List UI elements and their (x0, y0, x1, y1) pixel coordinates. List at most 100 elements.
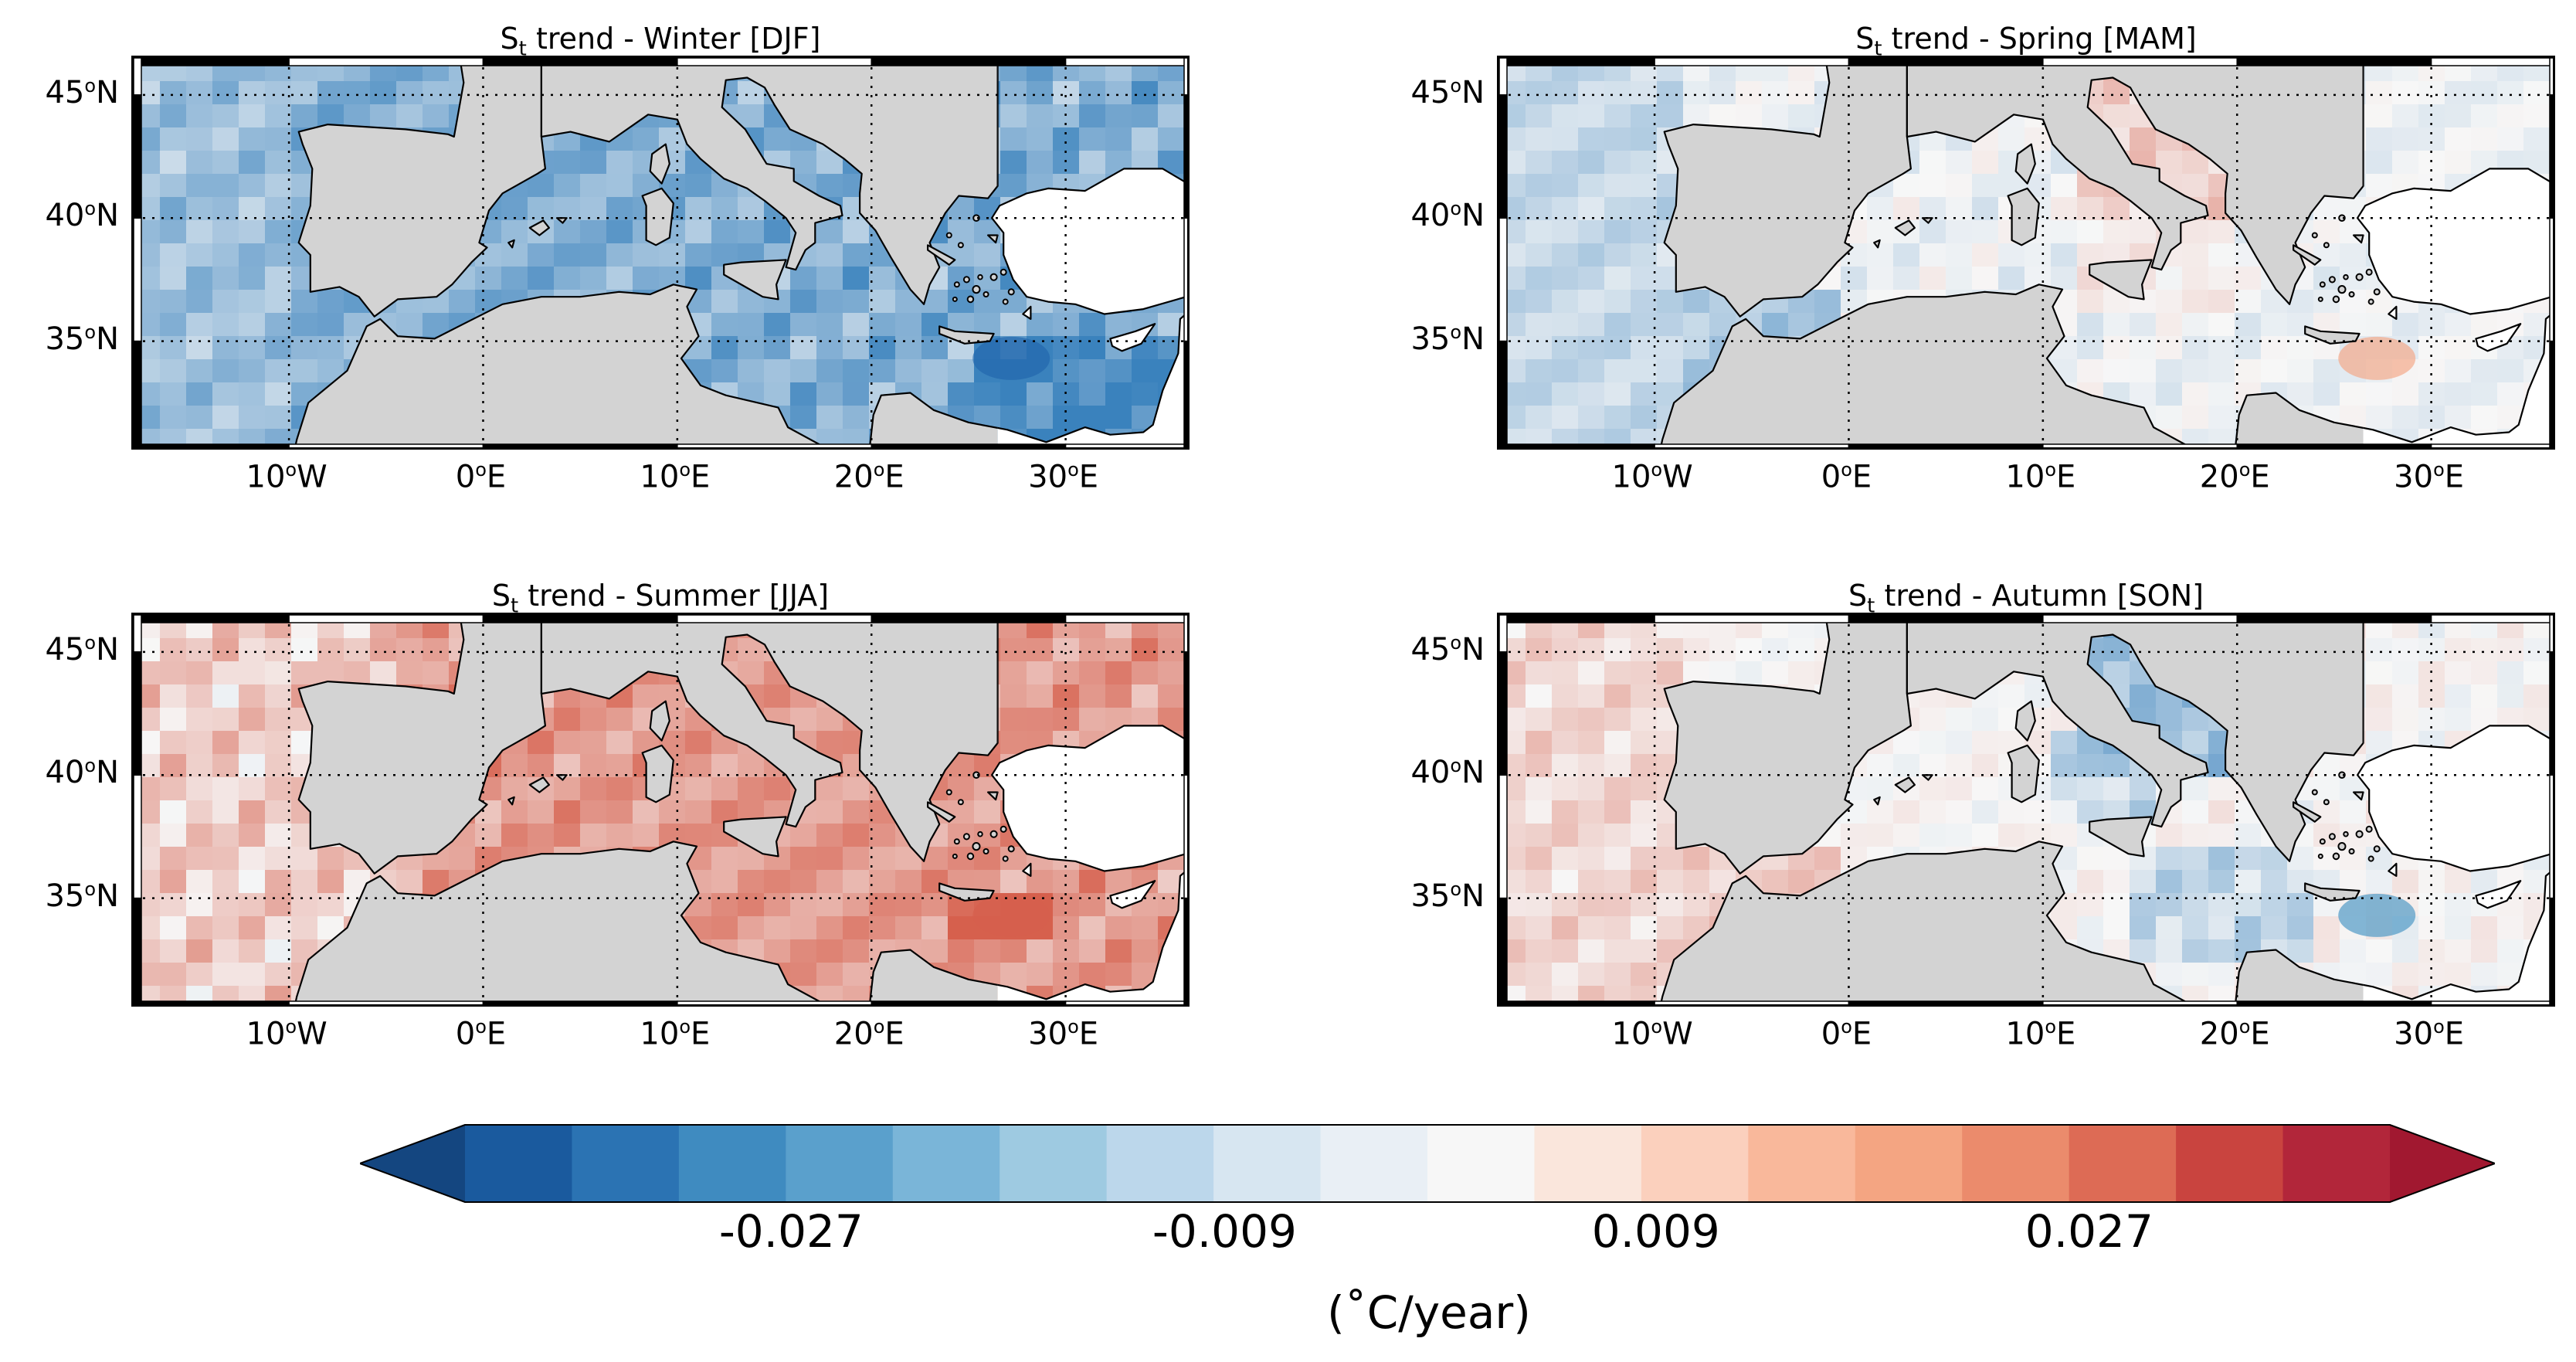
field-cell (344, 638, 371, 662)
field-cell (554, 800, 581, 824)
field-cell (1552, 220, 1579, 244)
field-cell (317, 290, 344, 314)
field-cell (1631, 754, 1658, 778)
field-cell (2208, 382, 2235, 406)
field-cell (212, 661, 239, 685)
land-ibiza (507, 239, 515, 249)
field-cell (2313, 777, 2340, 801)
field-cell (1762, 104, 1789, 128)
field-cell (869, 870, 896, 894)
field-cell (1000, 151, 1027, 175)
field-cell (1604, 127, 1631, 151)
land-crete (938, 325, 995, 345)
field-cell (711, 359, 738, 383)
field-cell (1526, 220, 1553, 244)
field-cell (2366, 870, 2393, 894)
field-cell (317, 893, 344, 917)
field-cell (1552, 731, 1579, 755)
aegean-islet (977, 830, 983, 837)
field-cell (659, 800, 686, 824)
field-cell (2051, 220, 2078, 244)
field-cell (212, 824, 239, 847)
field-cell (1079, 382, 1106, 406)
aegean-islet (2355, 273, 2364, 281)
field-cell (2156, 824, 2183, 847)
field-cell (2235, 824, 2262, 847)
field-cell (2445, 151, 2472, 175)
aegean-islet (2323, 799, 2330, 806)
field-cell (790, 847, 817, 871)
field-cell (1762, 870, 1789, 894)
colorbar-segment (572, 1124, 680, 1203)
field-cell (1683, 81, 1710, 105)
field-cell (212, 220, 239, 244)
field-cell (816, 406, 843, 430)
field-cell (1631, 359, 1658, 383)
field-cell (1000, 104, 1027, 128)
field-cell (1526, 708, 1553, 732)
field-cell (2471, 359, 2498, 383)
colorbar-segment (2282, 1124, 2391, 1203)
field-cell (1000, 684, 1027, 708)
field-cell (186, 151, 213, 175)
field-cell (1604, 174, 1631, 198)
map-frame-segment (1499, 1000, 1655, 1004)
field-cell (2208, 267, 2235, 290)
field-cell (1946, 174, 1973, 198)
land-euboea (2293, 244, 2322, 266)
field-cell (554, 174, 581, 198)
field-cell (895, 359, 922, 383)
field-cell (2208, 939, 2235, 963)
land-africa (2363, 311, 2553, 447)
field-cell (2366, 963, 2393, 987)
field-cell (843, 243, 870, 267)
field-cell (1919, 220, 1946, 244)
field-cell (239, 174, 266, 198)
field-cell (1736, 104, 1763, 128)
field-cell (239, 406, 266, 430)
field-cell (2313, 359, 2340, 383)
field-cell (2313, 824, 2340, 847)
colorbar-tick-label: 0.027 (2024, 1205, 2153, 1258)
field-cell (1578, 197, 1605, 221)
field-cell (2287, 359, 2314, 383)
map-frame-segment (134, 651, 142, 776)
field-cell (1079, 104, 1106, 128)
field-cell (790, 151, 817, 175)
field-cell (212, 336, 239, 360)
land-sardinia (2007, 187, 2040, 246)
field-cell (239, 197, 266, 221)
field-cell (2156, 313, 2183, 337)
field-cell (764, 382, 791, 406)
aegean-islet (957, 799, 964, 806)
field-cell (738, 661, 765, 685)
field-cell (2445, 661, 2472, 685)
field-cell (2182, 382, 2209, 406)
field-cell (396, 81, 423, 105)
field-cell (1631, 127, 1658, 151)
land-sicily (2089, 816, 2153, 858)
field-cell (1552, 893, 1579, 917)
lon-tick-label: 20oE (833, 1016, 904, 1052)
field-cell (212, 731, 239, 755)
field-cell (2392, 708, 2419, 732)
field-cell (2103, 893, 2130, 917)
field-cell (528, 267, 555, 290)
field-cell (1027, 939, 1054, 963)
field-cell (2208, 916, 2235, 940)
map-frame-segment (482, 615, 678, 623)
field-cell (2156, 893, 2183, 917)
field-cell (1079, 963, 1106, 987)
field-cell (1946, 824, 1973, 847)
land-africa (1659, 841, 2364, 1004)
field-cell (790, 382, 817, 406)
field-cell (1604, 290, 1631, 314)
field-cell (2182, 267, 2209, 290)
field-cell (738, 754, 765, 778)
field-cell (2392, 963, 2419, 987)
field-cell (2208, 359, 2235, 383)
field-cell (1132, 916, 1159, 940)
field-cell (1893, 754, 1920, 778)
field-cell (1526, 151, 1553, 175)
lon-tick-label: 20oE (2199, 1016, 2270, 1052)
